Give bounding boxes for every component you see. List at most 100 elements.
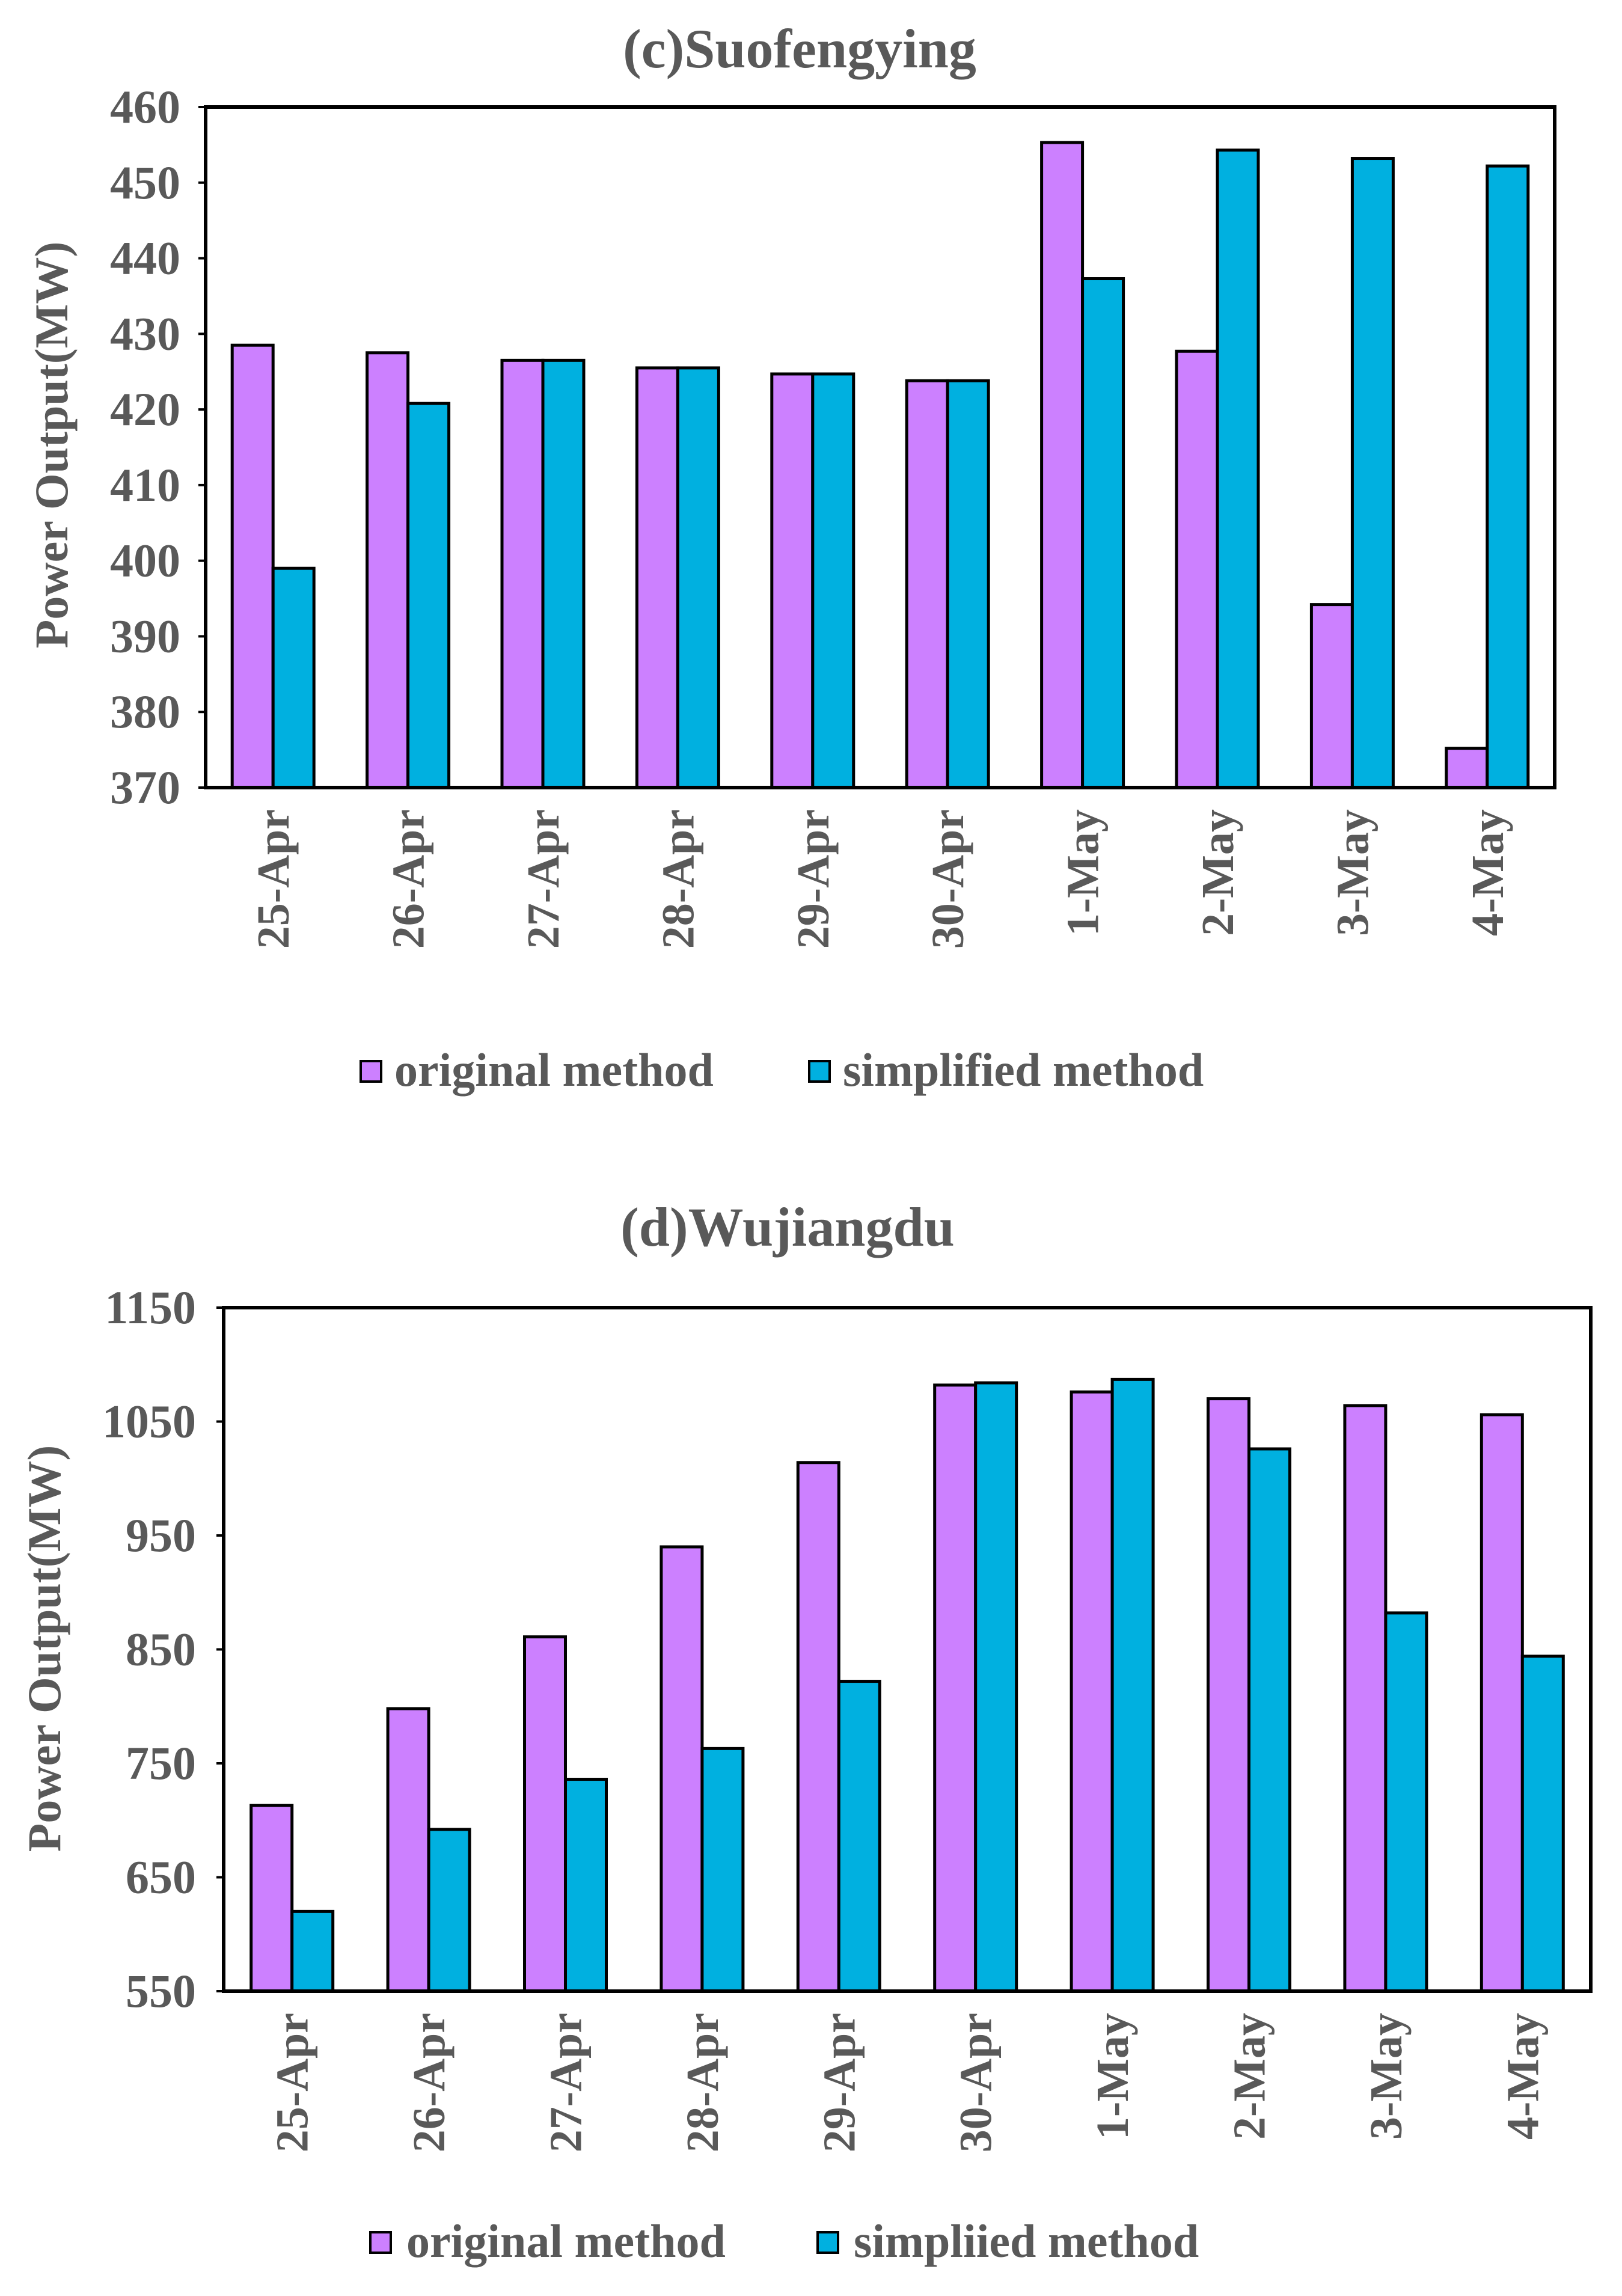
category-label-27-Apr: 27-Apr bbox=[541, 2013, 592, 2152]
bar-original-29-Apr bbox=[796, 1461, 840, 1993]
chart-title: (c)Suofengying bbox=[623, 18, 976, 79]
y-tick-label: 430 bbox=[110, 307, 180, 360]
category-label-28-Apr: 28-Apr bbox=[653, 809, 703, 949]
chart-title: (d)Wujiangdu bbox=[620, 1196, 955, 1258]
bar-simplified-26-Apr bbox=[427, 1828, 471, 1993]
bar-original-4-May bbox=[1445, 747, 1489, 789]
bar-original-30-Apr bbox=[905, 379, 949, 789]
bar-simplified-27-Apr bbox=[564, 1778, 608, 1993]
bar-simplified-27-Apr bbox=[541, 358, 586, 789]
legend: original method simplified method bbox=[360, 1044, 1204, 1096]
bar-simplified-2-May bbox=[1247, 1447, 1291, 1993]
bar-simplified-3-May bbox=[1350, 157, 1395, 789]
y-tick-label: 550 bbox=[126, 1965, 196, 2017]
bar-simplified-3-May bbox=[1384, 1611, 1428, 1993]
bar-original-2-May bbox=[1207, 1397, 1250, 1993]
legend: original method simpliied method bbox=[369, 2215, 1199, 2267]
legend-swatch-original bbox=[360, 1060, 382, 1083]
bar-original-4-May bbox=[1480, 1413, 1524, 1993]
bars bbox=[230, 141, 1530, 789]
y-tick-label: 460 bbox=[110, 81, 180, 133]
category-label-29-Apr: 29-Apr bbox=[788, 809, 839, 949]
plot-frame bbox=[222, 1306, 1593, 1993]
y-tick-label: 450 bbox=[110, 156, 180, 209]
category-label-3-May: 3-May bbox=[1327, 809, 1378, 936]
category-label-29-Apr: 29-Apr bbox=[814, 2013, 865, 2152]
bar-original-27-Apr bbox=[523, 1635, 567, 1993]
bar-original-25-Apr bbox=[230, 343, 275, 789]
bar-original-28-Apr bbox=[660, 1545, 704, 1993]
category-label-1-May: 1-May bbox=[1058, 809, 1109, 936]
category-label-3-May: 3-May bbox=[1361, 2013, 1412, 2140]
category-label-26-Apr: 26-Apr bbox=[404, 2013, 454, 2152]
category-label-4-May: 4-May bbox=[1498, 2013, 1548, 2140]
bar-original-27-Apr bbox=[500, 358, 545, 789]
category-label-25-Apr: 25-Apr bbox=[248, 809, 299, 949]
bar-simplified-25-Apr bbox=[290, 1909, 335, 1993]
bar-original-26-Apr bbox=[386, 1707, 430, 1993]
bar-original-28-Apr bbox=[635, 366, 679, 789]
category-label-28-Apr: 28-Apr bbox=[678, 2013, 728, 2152]
legend-label-simplified: simpliied method bbox=[854, 2215, 1199, 2267]
bar-original-1-May bbox=[1070, 1390, 1114, 1993]
bar-original-29-Apr bbox=[770, 372, 815, 789]
bar-simplified-30-Apr bbox=[946, 379, 990, 789]
category-label-30-Apr: 30-Apr bbox=[951, 2013, 1002, 2152]
bar-original-3-May bbox=[1309, 603, 1354, 789]
y-tick-label: 650 bbox=[126, 1851, 196, 1903]
y-axis-label: Power Output(MW) bbox=[25, 242, 78, 649]
bar-original-26-Apr bbox=[366, 351, 410, 789]
bar-simplified-25-Apr bbox=[271, 566, 316, 789]
category-label-26-Apr: 26-Apr bbox=[384, 809, 434, 949]
y-tick-label: 370 bbox=[110, 761, 180, 813]
category-label-27-Apr: 27-Apr bbox=[518, 809, 569, 949]
legend-swatch-simplified bbox=[816, 2231, 839, 2254]
bar-simplified-30-Apr bbox=[974, 1381, 1018, 1993]
category-labels: 25-Apr 26-Apr 27-Apr 28-Apr 29-Apr 30-Apr 1-Ma… bbox=[248, 809, 1513, 949]
y-tick-label: 390 bbox=[110, 610, 180, 662]
bar-simplified-1-May bbox=[1110, 1377, 1155, 1993]
category-labels: 25-Apr 26-Apr 27-Apr 28-Apr 29-Apr 30-Apr 1-Ma… bbox=[268, 2013, 1549, 2152]
category-label-2-May: 2-May bbox=[1193, 809, 1243, 936]
bar-simplified-28-Apr bbox=[676, 366, 720, 789]
bars bbox=[249, 1377, 1565, 1993]
y-tick-label: 420 bbox=[110, 383, 180, 435]
bar-simplified-2-May bbox=[1216, 148, 1260, 789]
legend-label-original: original method bbox=[394, 1044, 714, 1096]
y-tick-label: 850 bbox=[126, 1623, 196, 1676]
legend-swatch-simplified bbox=[808, 1060, 831, 1083]
bar-simplified-29-Apr bbox=[837, 1680, 881, 1993]
y-tick-label: 440 bbox=[110, 232, 180, 284]
legend-swatch-original bbox=[369, 2231, 392, 2254]
chart-suofengying: (c)Suofengying Power Output(MW) 370 380 39… bbox=[25, 18, 1556, 1096]
category-label-25-Apr: 25-Apr bbox=[268, 2013, 318, 2152]
bar-original-2-May bbox=[1175, 349, 1219, 789]
bar-simplified-1-May bbox=[1081, 277, 1125, 789]
y-tick-label: 1150 bbox=[105, 1281, 196, 1333]
y-axis-label: Power Output(MW) bbox=[18, 1445, 70, 1852]
category-label-2-May: 2-May bbox=[1225, 2013, 1275, 2140]
y-tick-labels: 550 650 750 850 950 1050 1150 bbox=[102, 1281, 224, 2017]
legend-label-original: original method bbox=[406, 2215, 726, 2267]
y-tick-label: 750 bbox=[126, 1737, 196, 1789]
bar-original-3-May bbox=[1343, 1404, 1388, 1993]
y-tick-label: 380 bbox=[110, 685, 180, 738]
y-tick-label: 410 bbox=[110, 459, 180, 511]
bar-original-30-Apr bbox=[933, 1383, 978, 1993]
plot-frame bbox=[204, 105, 1556, 789]
bar-simplified-4-May bbox=[1486, 164, 1530, 789]
category-label-30-Apr: 30-Apr bbox=[923, 809, 973, 949]
y-tick-label: 950 bbox=[126, 1509, 196, 1561]
category-label-1-May: 1-May bbox=[1088, 2013, 1138, 2140]
y-tick-label: 1050 bbox=[102, 1395, 196, 1448]
legend-label-simplified: simplified method bbox=[843, 1044, 1204, 1096]
bar-simplified-28-Apr bbox=[700, 1746, 745, 1993]
y-tick-labels: 370 380 390 400 410 420 430 440 450 460 bbox=[110, 81, 206, 813]
bar-simplified-29-Apr bbox=[811, 372, 855, 789]
chart-wujiangdu: (d)Wujiangdu Power Output(MW) 550 650 750 8… bbox=[18, 1196, 1593, 2267]
bar-original-1-May bbox=[1040, 141, 1085, 789]
bar-simplified-26-Apr bbox=[406, 402, 451, 789]
bar-simplified-4-May bbox=[1520, 1655, 1565, 1993]
category-label-4-May: 4-May bbox=[1463, 809, 1513, 936]
